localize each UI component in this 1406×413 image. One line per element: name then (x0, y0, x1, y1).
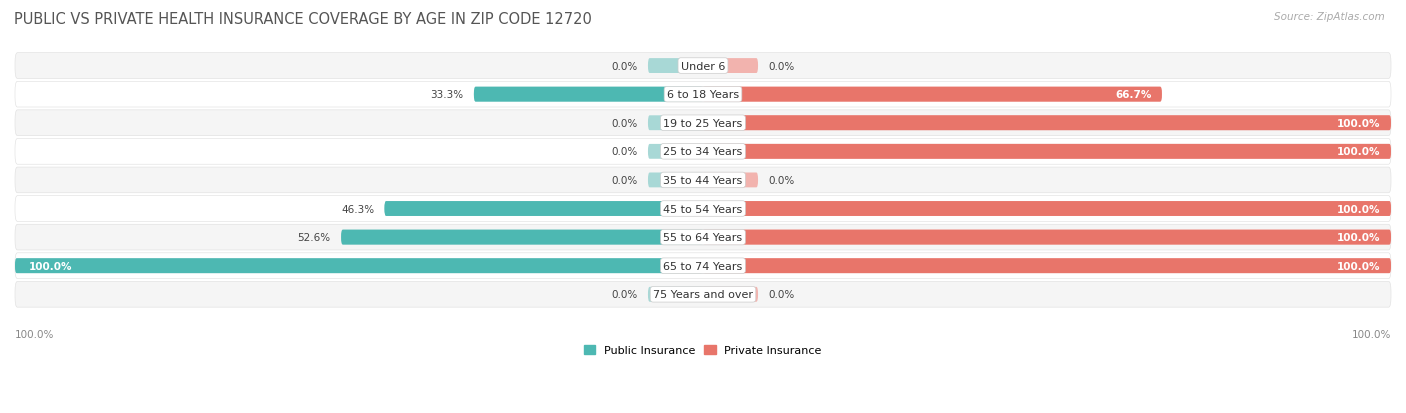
Text: PUBLIC VS PRIVATE HEALTH INSURANCE COVERAGE BY AGE IN ZIP CODE 12720: PUBLIC VS PRIVATE HEALTH INSURANCE COVER… (14, 12, 592, 27)
FancyBboxPatch shape (384, 202, 703, 216)
FancyBboxPatch shape (15, 111, 1391, 136)
Text: 35 to 44 Years: 35 to 44 Years (664, 176, 742, 185)
FancyBboxPatch shape (15, 139, 1391, 165)
Text: 100.0%: 100.0% (1337, 233, 1381, 242)
Text: 52.6%: 52.6% (298, 233, 330, 242)
Text: 33.3%: 33.3% (430, 90, 464, 100)
Text: 0.0%: 0.0% (612, 119, 638, 128)
FancyBboxPatch shape (15, 54, 1391, 79)
FancyBboxPatch shape (648, 145, 703, 159)
FancyBboxPatch shape (15, 259, 703, 273)
FancyBboxPatch shape (648, 287, 703, 302)
Legend: Public Insurance, Private Insurance: Public Insurance, Private Insurance (579, 341, 827, 360)
FancyBboxPatch shape (342, 230, 703, 245)
Text: 100.0%: 100.0% (15, 329, 55, 339)
FancyBboxPatch shape (342, 230, 703, 245)
Text: 0.0%: 0.0% (612, 176, 638, 185)
Text: 6 to 18 Years: 6 to 18 Years (666, 90, 740, 100)
Text: 25 to 34 Years: 25 to 34 Years (664, 147, 742, 157)
FancyBboxPatch shape (474, 88, 703, 102)
FancyBboxPatch shape (648, 59, 703, 74)
Text: 45 to 54 Years: 45 to 54 Years (664, 204, 742, 214)
FancyBboxPatch shape (15, 282, 1391, 307)
FancyBboxPatch shape (703, 88, 1161, 102)
Text: 100.0%: 100.0% (1337, 147, 1381, 157)
FancyBboxPatch shape (703, 116, 1391, 131)
Text: 0.0%: 0.0% (768, 62, 794, 71)
Text: 66.7%: 66.7% (1115, 90, 1152, 100)
Text: 100.0%: 100.0% (28, 261, 72, 271)
Text: 0.0%: 0.0% (612, 62, 638, 71)
FancyBboxPatch shape (15, 82, 1391, 108)
FancyBboxPatch shape (703, 230, 1391, 245)
Text: 65 to 74 Years: 65 to 74 Years (664, 261, 742, 271)
Text: Source: ZipAtlas.com: Source: ZipAtlas.com (1274, 12, 1385, 22)
FancyBboxPatch shape (703, 259, 1391, 273)
Text: 46.3%: 46.3% (342, 204, 374, 214)
Text: 100.0%: 100.0% (1337, 261, 1381, 271)
Text: 100.0%: 100.0% (1337, 119, 1381, 128)
Text: Under 6: Under 6 (681, 62, 725, 71)
FancyBboxPatch shape (15, 259, 703, 273)
Text: 0.0%: 0.0% (612, 290, 638, 299)
FancyBboxPatch shape (703, 230, 1391, 245)
Text: 0.0%: 0.0% (612, 147, 638, 157)
FancyBboxPatch shape (15, 253, 1391, 279)
FancyBboxPatch shape (703, 145, 1391, 159)
Text: 55 to 64 Years: 55 to 64 Years (664, 233, 742, 242)
FancyBboxPatch shape (474, 88, 703, 102)
FancyBboxPatch shape (703, 259, 1391, 273)
FancyBboxPatch shape (703, 145, 1391, 159)
FancyBboxPatch shape (703, 88, 1161, 102)
FancyBboxPatch shape (648, 173, 703, 188)
FancyBboxPatch shape (703, 287, 758, 302)
FancyBboxPatch shape (648, 116, 703, 131)
FancyBboxPatch shape (703, 173, 758, 188)
FancyBboxPatch shape (15, 196, 1391, 222)
FancyBboxPatch shape (15, 225, 1391, 250)
Text: 75 Years and over: 75 Years and over (652, 290, 754, 299)
Text: 0.0%: 0.0% (768, 176, 794, 185)
FancyBboxPatch shape (703, 202, 1391, 216)
FancyBboxPatch shape (703, 202, 1391, 216)
Text: 0.0%: 0.0% (768, 290, 794, 299)
FancyBboxPatch shape (15, 168, 1391, 193)
Text: 100.0%: 100.0% (1337, 204, 1381, 214)
Text: 100.0%: 100.0% (1351, 329, 1391, 339)
Text: 19 to 25 Years: 19 to 25 Years (664, 119, 742, 128)
FancyBboxPatch shape (703, 116, 1391, 131)
FancyBboxPatch shape (703, 59, 758, 74)
FancyBboxPatch shape (384, 202, 703, 216)
